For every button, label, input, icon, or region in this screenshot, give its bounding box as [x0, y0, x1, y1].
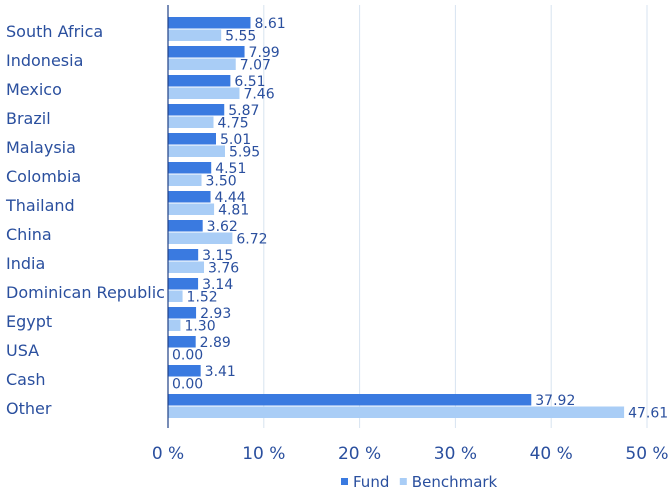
value-label-fund: 3.41	[205, 364, 236, 380]
value-label-benchmark: 0.00	[172, 348, 203, 364]
category-label: Colombia	[6, 167, 81, 186]
bar-fund	[168, 75, 231, 87]
legend-swatch-benchmark	[399, 478, 407, 485]
bar-benchmark	[168, 145, 226, 157]
category-label: India	[6, 254, 45, 273]
x-tick-label: 20 %	[338, 444, 381, 464]
bar-benchmark	[168, 232, 233, 244]
bar-fund	[168, 365, 201, 377]
value-label-fund: 2.89	[200, 335, 231, 351]
category-label: Thailand	[5, 196, 75, 215]
bar-benchmark	[168, 116, 214, 128]
value-label-benchmark: 1.30	[184, 319, 215, 335]
bar-benchmark	[168, 58, 236, 70]
value-label-benchmark: 6.72	[236, 232, 267, 248]
value-label-benchmark: 4.81	[218, 203, 249, 219]
category-label: Dominican Republic	[6, 283, 165, 302]
bar-benchmark	[168, 29, 222, 41]
value-label-benchmark: 7.46	[243, 87, 274, 103]
x-tick-label: 0 %	[152, 444, 184, 464]
value-label-benchmark: 3.50	[206, 174, 237, 190]
value-label-fund: 6.51	[234, 74, 265, 90]
x-tick-label: 10 %	[242, 444, 285, 464]
category-label: Cash	[6, 370, 45, 389]
bar-fund	[168, 249, 199, 261]
category-label: South Africa	[6, 22, 103, 41]
x-tick-label: 40 %	[530, 444, 573, 464]
value-label-fund: 2.93	[200, 306, 231, 322]
category-label: Indonesia	[6, 51, 83, 70]
value-label-fund: 3.14	[202, 277, 233, 293]
value-label-benchmark: 7.07	[240, 58, 271, 74]
legend: Fund Benchmark	[341, 473, 498, 491]
bar-benchmark	[168, 203, 215, 215]
bar-fund	[168, 278, 199, 290]
value-label-fund: 5.87	[228, 103, 259, 119]
legend-label-fund: Fund	[353, 473, 389, 491]
value-label-fund: 7.99	[249, 45, 280, 61]
value-label-fund: 3.15	[202, 248, 233, 264]
x-tick-label: 50 %	[625, 444, 668, 464]
value-label-benchmark: 1.52	[187, 290, 218, 306]
category-label: USA	[6, 341, 39, 360]
bar-fund	[168, 162, 212, 174]
value-label-benchmark: 5.55	[225, 29, 256, 45]
bar-benchmark	[168, 174, 202, 186]
bar-fund	[168, 307, 197, 319]
value-label-fund: 4.51	[215, 161, 246, 177]
category-label: Egypt	[6, 312, 52, 331]
bar-benchmark	[168, 290, 183, 302]
value-label-benchmark: 3.76	[208, 261, 239, 277]
value-label-benchmark: 47.61	[628, 406, 668, 422]
category-label: China	[6, 225, 52, 244]
bar-benchmark	[168, 261, 205, 273]
bar-fund	[168, 220, 203, 232]
bar-fund	[168, 394, 532, 406]
legend-label-benchmark: Benchmark	[412, 473, 498, 491]
bar-fund	[168, 191, 211, 203]
value-labels: 8.615.557.997.076.517.465.874.755.015.95…	[172, 16, 668, 422]
category-labels: South Africa Indonesia Mexico Brazil Malaysi…	[5, 22, 165, 418]
bar-benchmark	[168, 319, 181, 331]
category-label: Brazil	[6, 109, 51, 128]
value-label-benchmark: 4.75	[218, 116, 249, 132]
value-label-fund: 37.92	[535, 393, 575, 409]
value-label-benchmark: 5.95	[229, 145, 260, 161]
bar-fund	[168, 46, 245, 58]
bar-fund	[168, 104, 225, 116]
value-label-benchmark: 0.00	[172, 377, 203, 393]
category-label: Mexico	[6, 80, 62, 99]
bar-fund	[168, 336, 196, 348]
value-label-fund: 5.01	[220, 132, 251, 148]
value-label-fund: 4.44	[215, 190, 246, 206]
bar-fund	[168, 17, 251, 29]
bar-benchmark	[168, 406, 625, 418]
x-tick-label: 30 %	[434, 444, 477, 464]
bar-benchmark	[168, 87, 240, 99]
value-label-fund: 8.61	[254, 16, 285, 32]
value-label-fund: 3.62	[207, 219, 238, 235]
x-axis-ticks: 0 % 10 % 20 % 30 % 40 % 50 %	[152, 444, 669, 464]
category-label: Other	[6, 399, 52, 418]
gridlines	[263, 5, 648, 428]
bars	[168, 17, 625, 418]
category-label: Malaysia	[6, 138, 76, 157]
bar-fund	[168, 133, 216, 145]
legend-swatch-fund	[341, 478, 348, 485]
